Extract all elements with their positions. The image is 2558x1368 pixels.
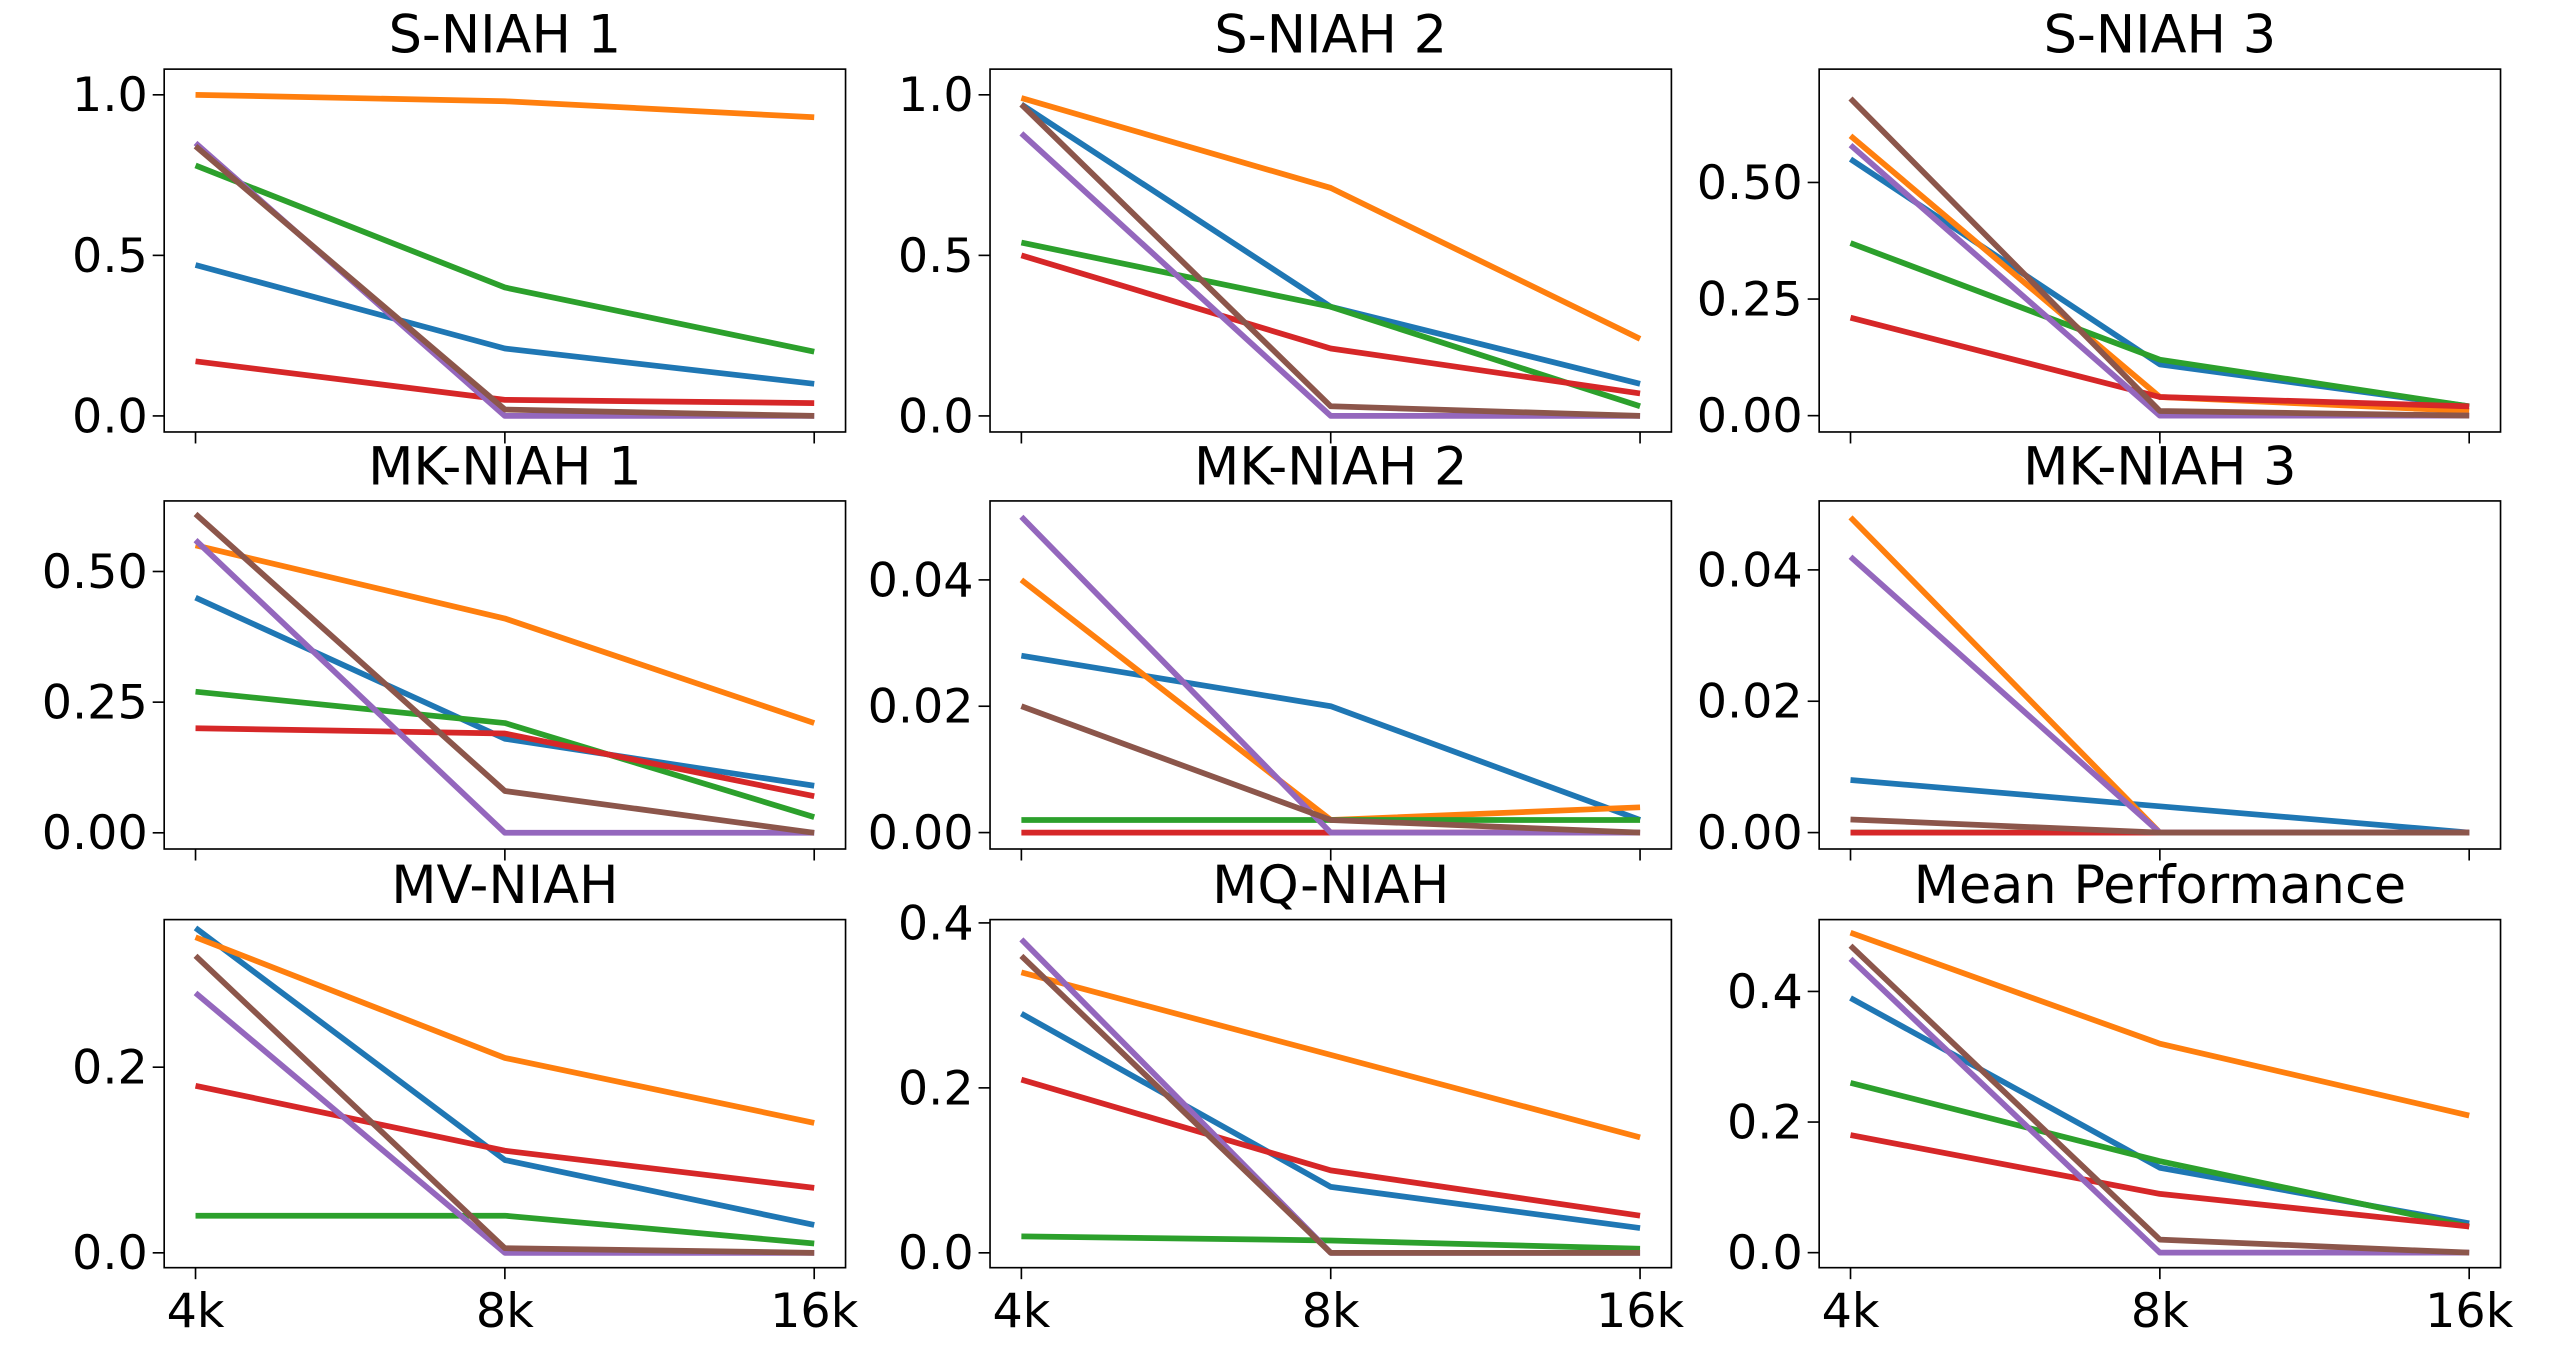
series-line <box>1020 969 1641 1141</box>
panel-title: S-NIAH 1 <box>389 5 622 66</box>
y-tick-label: 0.4 <box>898 896 974 951</box>
y-tick-label: 0.00 <box>42 806 148 861</box>
y-tick-label: 0.00 <box>868 806 974 861</box>
series-line <box>193 538 815 836</box>
series-line <box>195 358 815 406</box>
series-line <box>1849 929 2470 1119</box>
plot-frame <box>989 918 1673 1269</box>
series-line <box>1849 240 2470 410</box>
panel-title: MV-NIAH <box>391 855 618 916</box>
y-tick-label: 0.25 <box>1697 272 1803 327</box>
x-tick-label: 4k <box>1822 1284 1880 1339</box>
series-line <box>1848 133 2470 414</box>
series-line <box>1019 937 1641 1256</box>
x-tick-label: 8k <box>476 1284 534 1339</box>
series-line <box>1019 1011 1641 1231</box>
series-line <box>1848 554 2470 836</box>
series-line <box>1850 816 2470 836</box>
y-tick-label: 0.2 <box>898 1061 974 1116</box>
x-tick-label: 16k <box>1596 1284 1685 1339</box>
series-line <box>1020 1076 1641 1219</box>
plot-frame <box>163 500 847 850</box>
y-tick-label: 0.4 <box>1727 965 1803 1020</box>
series-line <box>1848 956 2470 1256</box>
y-tick-label: 0.2 <box>72 1041 148 1096</box>
series-line <box>1019 514 1641 836</box>
series-line <box>193 953 815 1256</box>
series-line <box>194 595 815 789</box>
series-line <box>194 1082 815 1191</box>
series-line <box>1849 1080 2470 1230</box>
series-line <box>195 688 816 820</box>
series-line <box>1848 96 2470 419</box>
series-line <box>193 925 815 1228</box>
y-tick-label: 0.02 <box>1697 675 1803 730</box>
series-line <box>1850 777 2470 836</box>
series-line <box>194 542 816 726</box>
y-tick-label: 0.02 <box>868 680 974 735</box>
y-tick-label: 0.2 <box>1727 1095 1803 1150</box>
series-line <box>193 144 815 419</box>
panel-title: S-NIAH 2 <box>1214 5 1447 66</box>
series-line <box>195 725 815 800</box>
series-line <box>194 262 815 387</box>
y-tick-label: 1.0 <box>898 68 974 123</box>
y-tick-label: 0.0 <box>72 1226 148 1281</box>
series-line <box>1019 131 1641 419</box>
series-line <box>195 1212 815 1247</box>
plot-frame <box>989 68 1673 433</box>
y-tick-label: 0.00 <box>1697 806 1803 861</box>
y-tick-label: 0.50 <box>42 545 148 600</box>
y-tick-label: 0.04 <box>1697 543 1803 598</box>
series-line <box>1849 314 2470 410</box>
series-line <box>1020 252 1641 397</box>
plot-frame <box>1818 68 2502 433</box>
series-line <box>1019 102 1641 387</box>
y-tick-label: 0.0 <box>898 1226 974 1281</box>
panel-title: MK-NIAH 2 <box>1194 437 1467 498</box>
plot-frame <box>1818 918 2502 1269</box>
series-line <box>1848 943 2470 1256</box>
x-tick-label: 16k <box>2425 1284 2514 1339</box>
x-tick-label: 4k <box>167 1284 225 1339</box>
plot-frame <box>163 68 847 433</box>
x-tick-label: 16k <box>770 1284 859 1339</box>
y-tick-label: 1.0 <box>72 68 148 123</box>
series-line <box>194 934 815 1126</box>
y-tick-label: 0.5 <box>72 229 148 284</box>
series-line <box>195 91 815 121</box>
y-tick-label: 0.0 <box>1727 1226 1803 1281</box>
y-tick-label: 0.04 <box>868 553 974 608</box>
y-tick-label: 0.25 <box>42 676 148 731</box>
panel-title: MQ-NIAH <box>1212 855 1449 916</box>
panel-title: MK-NIAH 1 <box>368 437 641 498</box>
y-tick-label: 0.00 <box>1697 389 1803 444</box>
series-line <box>1019 953 1641 1256</box>
series-line <box>1020 95 1642 342</box>
panel-title: S-NIAH 3 <box>2044 5 2277 66</box>
y-tick-label: 0.50 <box>1697 156 1803 211</box>
panel-title: Mean Performance <box>1914 855 2407 916</box>
series-line <box>1020 703 1641 836</box>
plot-frame <box>163 918 847 1269</box>
plot-frame <box>989 500 1673 850</box>
series-line <box>1849 1132 2470 1230</box>
series-line <box>194 162 815 355</box>
series-line <box>1019 102 1641 419</box>
x-tick-label: 4k <box>992 1284 1050 1339</box>
y-tick-label: 0.0 <box>72 389 148 444</box>
plot-frame <box>1818 500 2502 850</box>
panel-title: MK-NIAH 3 <box>2023 437 2296 498</box>
y-tick-label: 0.0 <box>898 389 974 444</box>
series-line <box>1021 1233 1641 1252</box>
series-line <box>193 511 815 836</box>
x-tick-label: 8k <box>2131 1284 2189 1339</box>
series-line <box>1020 239 1641 410</box>
series-line <box>1020 652 1642 823</box>
x-tick-label: 8k <box>1302 1284 1360 1339</box>
y-tick-label: 0.5 <box>898 229 974 284</box>
